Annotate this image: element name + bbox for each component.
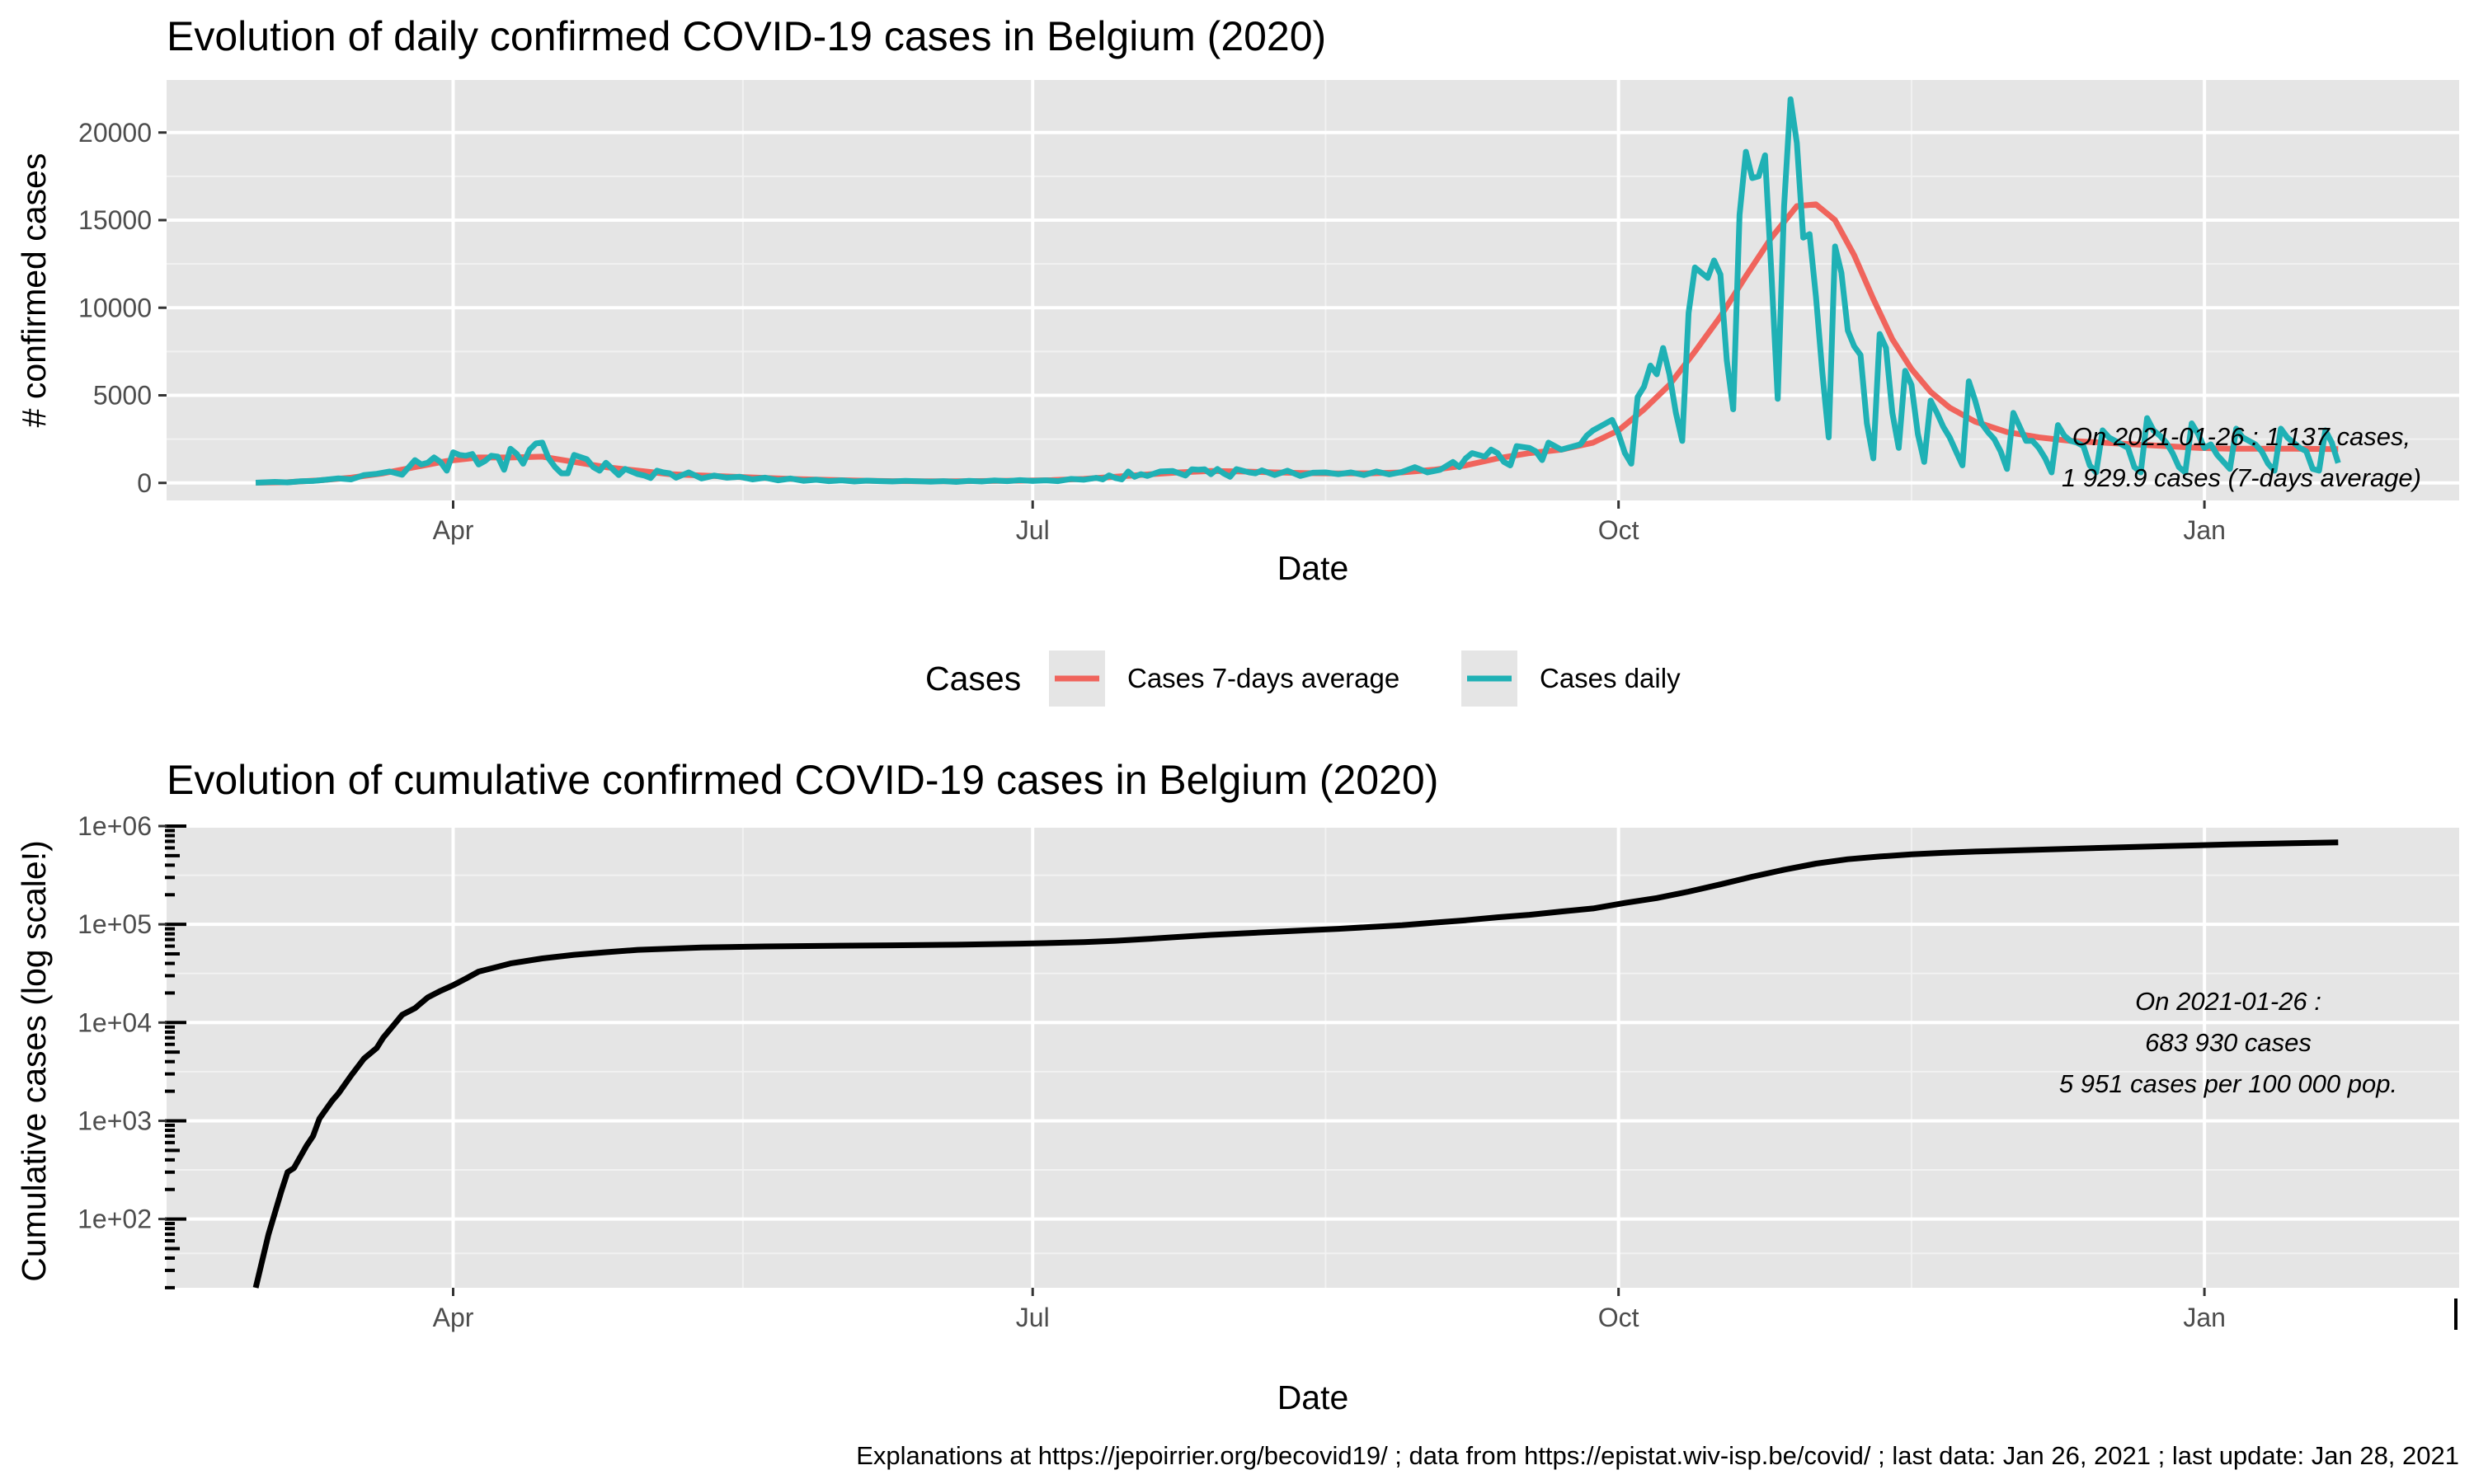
x-tick-label: Jul (1016, 1303, 1050, 1332)
y-tick-label: 1e+03 (78, 1106, 152, 1135)
cumulative-annotation-line-1: On 2021-01-26 : (2135, 987, 2321, 1016)
cumulative-chart: Evolution of cumulative confirmed COVID-… (15, 757, 2459, 1416)
x-tick-label: Oct (1598, 515, 1639, 545)
x-tick-label: Jan (2183, 515, 2226, 545)
cumulative-chart-title: Evolution of cumulative confirmed COVID-… (167, 757, 1438, 803)
daily-chart: Evolution of daily confirmed COVID-19 ca… (15, 13, 2459, 587)
y-tick-label: 1e+05 (78, 909, 152, 939)
daily-x-axis: Apr Jul Oct Jan (433, 500, 2226, 545)
cumulative-gridlines (167, 824, 2459, 1288)
x-tick-label: Jul (1016, 515, 1050, 545)
x-tick-label: Apr (433, 515, 474, 545)
y-tick-label: 5000 (93, 381, 152, 411)
y-tick-label: 1e+02 (78, 1205, 152, 1234)
y-tick-label: 15000 (78, 205, 152, 235)
cumulative-plot-panel (167, 826, 2459, 1288)
daily-annotation-line-2: 1 929.9 cases (7-days average) (2062, 463, 2421, 492)
x-tick-label: Apr (433, 1303, 474, 1332)
legend-label-7day-average: Cases 7-days average (1127, 663, 1399, 693)
cumulative-y-axis-label: Cumulative cases (log scale!) (15, 840, 53, 1281)
cumulative-annotation-line-3: 5 951 cases per 100 000 pop. (2059, 1069, 2397, 1098)
daily-y-axis-label: # confirmed cases (15, 153, 53, 428)
daily-annotation-line-1: On 2021-01-26 : 1 137 cases, (2072, 422, 2411, 451)
cumulative-y-axis: 1e+02 1e+03 1e+04 1e+05 1e+06 (78, 811, 186, 1289)
y-tick-label: 20000 (78, 118, 152, 148)
legend: Cases Cases 7-days average Cases daily (925, 650, 1681, 707)
daily-chart-title: Evolution of daily confirmed COVID-19 ca… (167, 13, 1326, 59)
series-line-cumulative (252, 839, 2339, 1289)
x-tick-label: Oct (1598, 1303, 1639, 1332)
legend-title: Cases (925, 660, 1021, 697)
daily-plot-panel (167, 80, 2459, 500)
y-tick-label: 1e+04 (78, 1007, 152, 1037)
cumulative-annotation-line-2: 683 930 cases (2145, 1028, 2312, 1057)
y-tick-label: 0 (137, 468, 152, 498)
x-tick-label: Jan (2183, 1303, 2226, 1332)
legend-label-daily: Cases daily (1540, 663, 1681, 693)
cumulative-x-axis: Apr Jul Oct Jan (433, 1288, 2226, 1332)
footer-caption: Explanations at https://jepoirrier.org/b… (856, 1441, 2459, 1470)
cumulative-x-axis-label: Date (1277, 1378, 1349, 1416)
daily-gridlines (167, 80, 2459, 500)
y-tick-label: 1e+06 (78, 811, 152, 841)
y-tick-label: 10000 (78, 293, 152, 322)
series-line-daily (255, 96, 2341, 486)
daily-y-axis: 0 5000 10000 15000 20000 (78, 118, 167, 498)
daily-x-axis-label: Date (1277, 549, 1349, 587)
